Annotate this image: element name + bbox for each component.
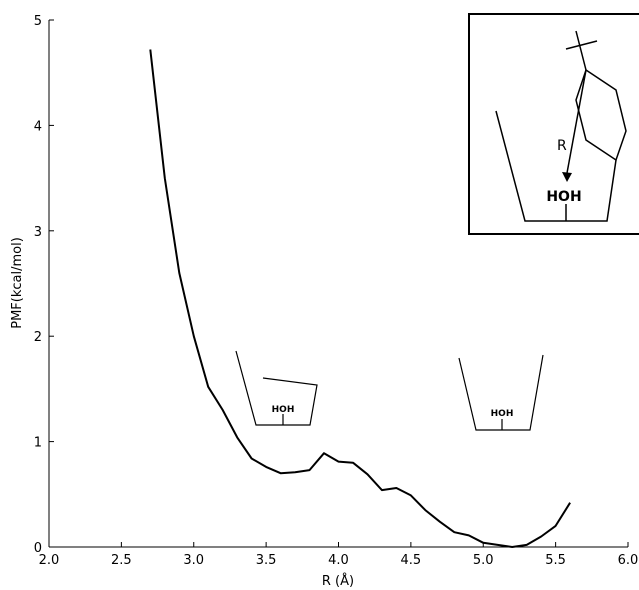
x-tick-label: 2.5 [111, 553, 132, 568]
inset-water-label: HOH [546, 189, 581, 205]
right-cavity-sketch [458, 354, 544, 431]
x-tick-label: 6.0 [618, 553, 639, 568]
y-tick-label: 4 [34, 119, 42, 134]
left-cavity-sketch [235, 350, 318, 426]
inset-arrow-label: R [557, 138, 567, 154]
pmf-series-line [149, 49, 571, 548]
right-cavity-outline [458, 354, 544, 431]
x-axis-label: R (Å) [322, 573, 354, 589]
right-sketch-label: HOH [491, 409, 514, 419]
series-group [149, 49, 571, 548]
inset-substituent-bar [565, 40, 598, 50]
y-tick-label: 0 [34, 541, 42, 556]
left-cavity-outline [235, 350, 318, 426]
x-tick-label: 4.5 [401, 553, 422, 568]
x-tick-label: 2.0 [39, 553, 60, 568]
y-axis-label: PMF(kcal/mol) [10, 237, 25, 329]
x-tick-label: 4.0 [328, 553, 349, 568]
x-tick-label: 5.5 [545, 553, 566, 568]
x-tick-label: 5.0 [473, 553, 494, 568]
y-tick-label: 2 [34, 330, 42, 345]
inset-arrow-head [562, 172, 572, 182]
inset-panel: R HOH [468, 13, 639, 235]
x-tick-label: 3.0 [183, 553, 204, 568]
inset-substituent-stem [575, 30, 587, 71]
inset-arrow-line [566, 69, 587, 174]
y-tick-label: 1 [34, 436, 42, 451]
left-sketch-label: HOH [272, 405, 295, 415]
y-tick-label: 5 [34, 14, 42, 29]
y-ticks: 0 1 2 3 4 5 [34, 14, 54, 556]
inset-ring [575, 68, 627, 162]
x-ticks: 2.0 2.5 3.0 3.5 4.0 4.5 5.0 5.5 6.0 [39, 542, 639, 568]
y-tick-label: 3 [34, 225, 42, 240]
x-tick-label: 3.5 [256, 553, 277, 568]
